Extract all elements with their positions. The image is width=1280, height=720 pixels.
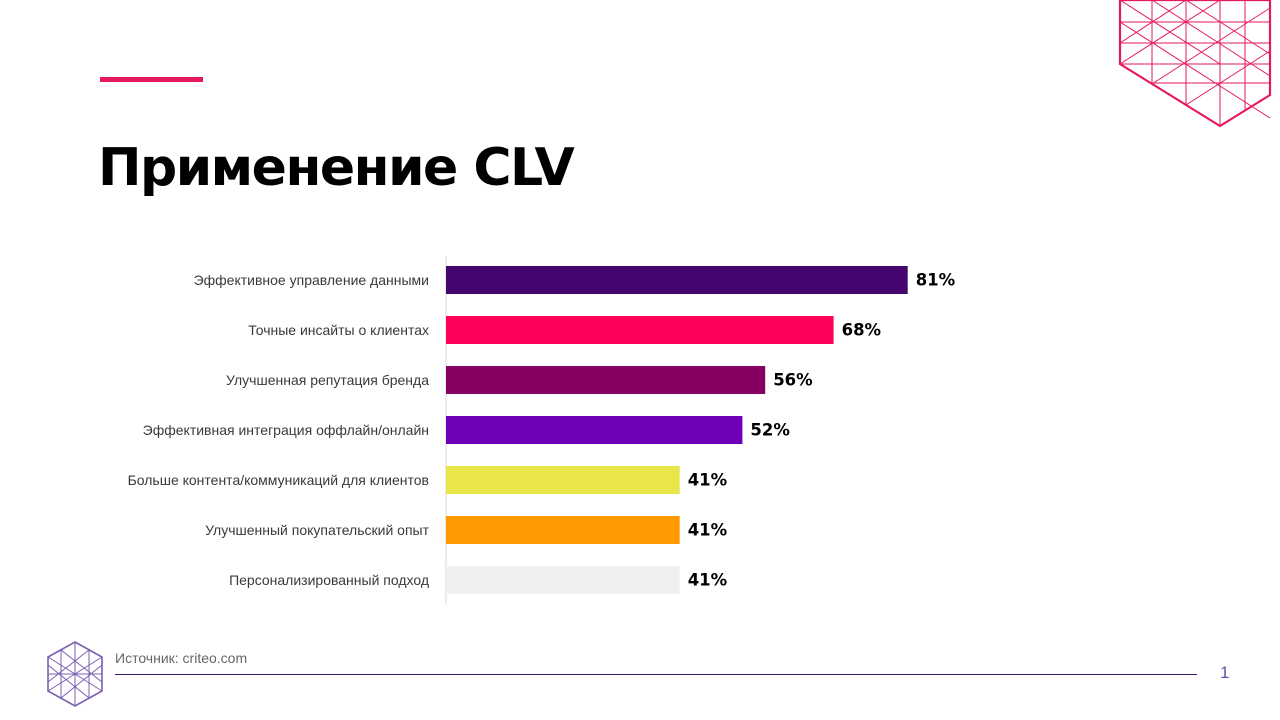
page-number: 1 [1220,663,1230,682]
category-label: Эффективная интеграция оффлайн/онлайн [143,422,429,438]
accent-bar [100,77,203,82]
bar [446,266,908,294]
bar [446,416,743,444]
source-note: Источник: criteo.com [115,650,248,666]
bar [446,316,834,344]
value-label: 81% [916,271,956,290]
value-label: 52% [750,421,790,440]
footer-divider [115,674,1197,675]
triangle-grid-cube-icon [47,641,103,707]
category-label: Точные инсайты о клиентах [248,322,429,338]
category-label: Больше контента/коммуникаций для клиенто… [128,472,429,488]
bar [446,566,680,594]
page-title: Применение CLV [98,138,575,198]
category-label: Эффективное управление данными [194,272,429,288]
bar [446,466,680,494]
category-label: Улучшенная репутация бренда [226,372,429,388]
bar [446,516,680,544]
value-label: 41% [688,471,728,490]
bar [446,366,766,394]
value-label: 68% [842,321,882,340]
triangle-grid-cube-icon [1118,0,1272,128]
value-label: 41% [688,571,728,590]
value-label: 41% [688,521,728,540]
category-label: Персонализированный подход [229,572,429,588]
value-label: 56% [773,371,813,390]
category-label: Улучшенный покупательский опыт [205,522,430,538]
